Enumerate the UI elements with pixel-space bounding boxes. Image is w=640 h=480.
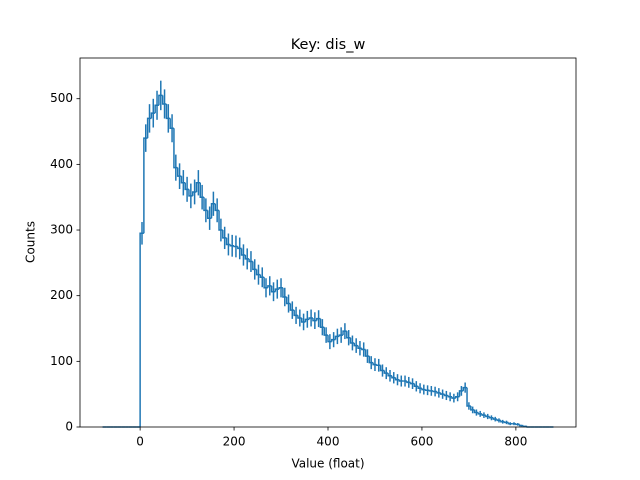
y-tick-label: 200 (50, 288, 73, 302)
y-tick-label: 100 (50, 354, 73, 368)
plot-frame (79, 57, 577, 428)
y-tick-label: 0 (65, 420, 73, 434)
x-tick-label: 800 (504, 435, 527, 449)
y-tick-label: 500 (50, 91, 73, 105)
x-tick-label: 200 (223, 435, 246, 449)
y-axis-label: Counts (24, 221, 38, 263)
y-tick-label: 400 (50, 157, 73, 171)
y-tick-label: 300 (50, 223, 73, 237)
x-tick-label: 600 (410, 435, 433, 449)
x-tick-label: 0 (136, 435, 144, 449)
x-tick-label: 400 (317, 435, 340, 449)
x-axis-label: Value (float) (291, 457, 364, 471)
chart-title: Key: dis_w (291, 37, 366, 53)
